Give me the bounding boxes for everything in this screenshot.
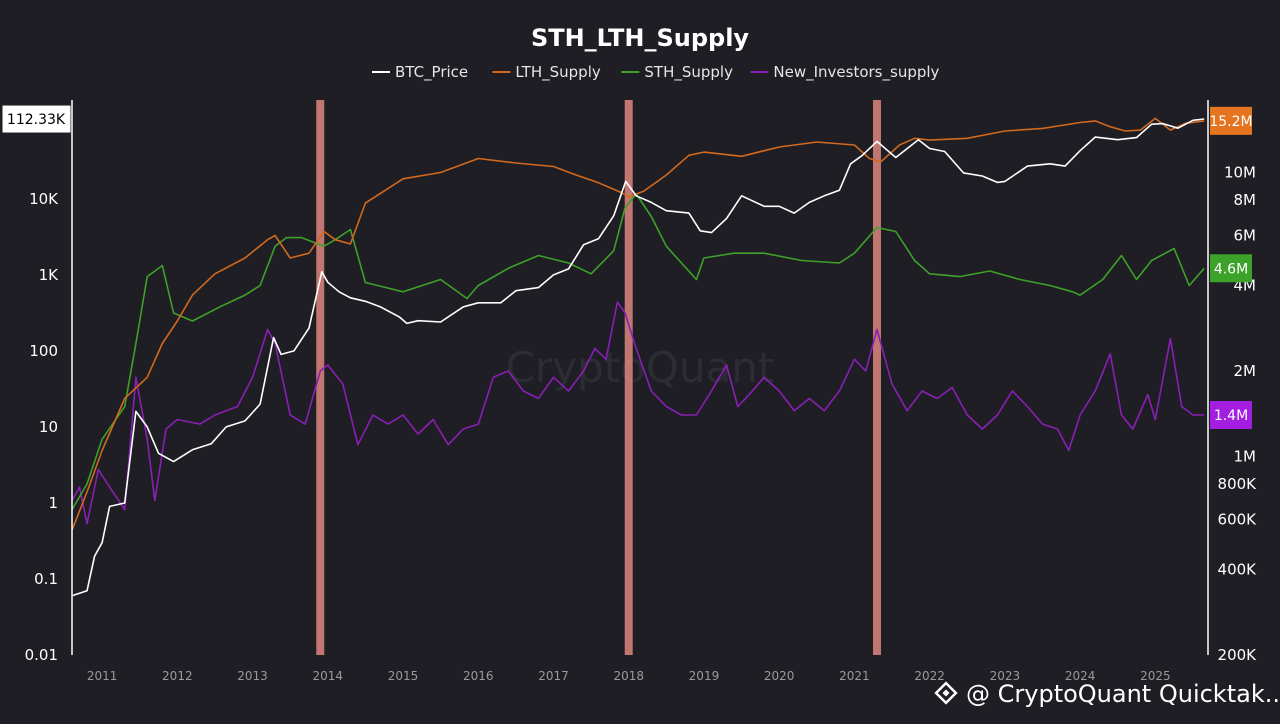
new-investors-badge-text: 1.4M	[1214, 408, 1248, 424]
lth-supply-badge	[1210, 106, 1252, 135]
x-tick-label: 2011	[87, 669, 118, 683]
chart-title: STH_LTH_Supply	[531, 24, 749, 52]
x-tick-label: 2017	[538, 669, 569, 683]
left-tick-label: 10	[39, 418, 58, 436]
x-tick-label: 2012	[162, 669, 193, 683]
watermark-center: CryptoQuant	[506, 343, 775, 392]
watermark-center-text: CryptoQuant	[506, 343, 775, 392]
x-tick-label: 2022	[914, 669, 945, 683]
left-tick-label: 100	[29, 342, 58, 360]
new-investors-badge	[1210, 400, 1252, 429]
left-tick-label: 0.01	[25, 646, 58, 664]
btc-price-badge	[2, 105, 71, 133]
highlight-band-0	[316, 100, 325, 655]
series-line-sth-supply	[71, 193, 1205, 511]
footer-watermark: @ CryptoQuant Quicktak...	[934, 680, 1280, 708]
highlight-band-2	[872, 100, 881, 655]
sth-supply-badge	[1210, 254, 1252, 283]
right-tick-label: 2M	[1234, 362, 1257, 380]
lth-supply-badge-text: 15.2M	[1209, 114, 1252, 130]
right-tick-label: 400K	[1218, 561, 1258, 579]
value-badges: 112.33K 15.2M 4.6M 1.4M	[2, 105, 1253, 429]
right-tick-label: 8M	[1234, 191, 1257, 209]
btc-price-badge-text: 112.33K	[7, 112, 66, 128]
series-layer	[71, 117, 1205, 597]
axes: 0.010.11101001K10K200K400K600K800K1M2M4M…	[25, 100, 1258, 683]
highlight-bands	[316, 100, 881, 655]
x-tick-label: 2014	[313, 669, 344, 683]
x-tick-label: 2025	[1140, 669, 1171, 683]
legend-label-2: STH_Supply	[644, 63, 733, 82]
x-tick-label: 2020	[764, 669, 795, 683]
crypto-logo-icon	[934, 681, 958, 705]
x-tick-label: 2016	[463, 669, 494, 683]
series-line-new-investors-supply	[71, 301, 1205, 525]
x-tick-label: 2013	[237, 669, 268, 683]
series-line-lth-supply	[71, 117, 1205, 531]
watermark-corner-text: @ CryptoQuant Quicktak...	[966, 680, 1280, 708]
left-tick-label: 1K	[39, 266, 60, 284]
legend: BTC_Price LTH_Supply STH_Supply New_Investo…	[372, 63, 940, 82]
x-tick-label: 2018	[613, 669, 644, 683]
x-tick-label: 2023	[990, 669, 1021, 683]
x-tick-label: 2021	[839, 669, 870, 683]
highlight-band-1	[624, 100, 633, 655]
right-tick-label: 600K	[1218, 510, 1258, 528]
right-tick-label: 1M	[1234, 447, 1257, 465]
left-tick-label: 10K	[29, 190, 59, 208]
x-tick-label: 2019	[689, 669, 720, 683]
x-tick-label: 2015	[388, 669, 419, 683]
left-tick-label: 1	[48, 494, 58, 512]
left-tick-label: 0.1	[34, 570, 58, 588]
series-line-btc-price	[71, 118, 1205, 597]
right-tick-label: 800K	[1218, 475, 1258, 493]
sth-supply-badge-text: 4.6M	[1214, 261, 1248, 277]
x-tick-label: 2024	[1065, 669, 1096, 683]
right-tick-label: 10M	[1224, 163, 1256, 181]
legend-label-3: New_Investors_supply	[773, 63, 939, 82]
legend-label-1: LTH_Supply	[515, 63, 600, 82]
right-tick-label: 200K	[1218, 646, 1258, 664]
legend-label-0: BTC_Price	[395, 63, 468, 82]
right-tick-label: 6M	[1234, 227, 1257, 245]
